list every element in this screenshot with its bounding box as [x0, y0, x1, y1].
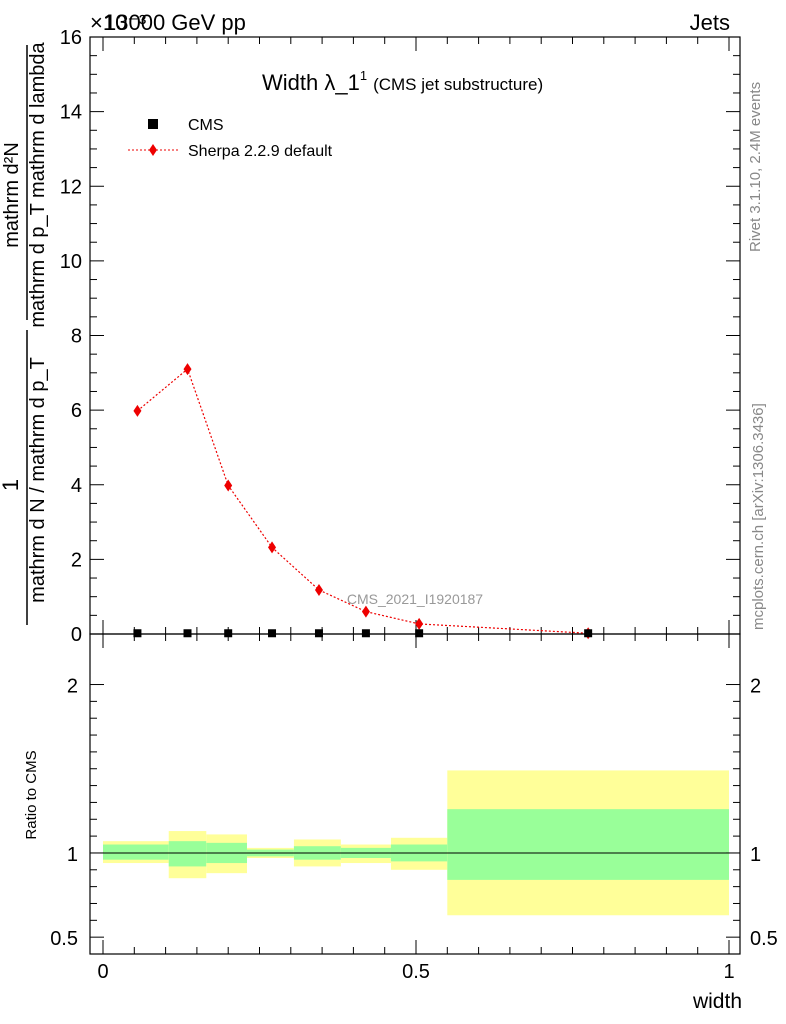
analysis-watermark: CMS_2021_I1920187 [347, 591, 483, 607]
ratio-y-tick-label-right: 0.5 [750, 928, 778, 950]
sherpa-point [224, 479, 233, 492]
sherpa-point [415, 617, 424, 630]
chart-title: Width λ_11 (CMS jet substructure) [262, 68, 543, 95]
sherpa-point [133, 404, 142, 417]
main-y-tick-label: 8 [71, 326, 82, 348]
ylabel-left-den: mathrm d N / mathrm d p_T [27, 357, 49, 603]
cms-point [268, 629, 277, 638]
ylabel-left-num: 1 [0, 479, 23, 491]
ratio-y-tick-label: 1 [67, 844, 78, 866]
sherpa-point [268, 541, 277, 554]
ylabel-denominator: mathrm d p_T mathrm d lambda [27, 41, 49, 327]
legend-cms-label: CMS [188, 117, 224, 134]
ratio-y-tick-label-right: 2 [750, 676, 761, 698]
ratio-y-ticks: 0.5 0.5 1 1 2 2 [50, 676, 778, 951]
chart-title-sub: (CMS jet substructure) [373, 75, 543, 94]
main-y-tick-label: 4 [71, 475, 82, 497]
legend-sherpa-marker [149, 144, 157, 156]
ratio-x-tick-label: 0 [97, 961, 108, 983]
ratio-y-tick-label: 0.5 [50, 928, 78, 950]
x-axis-label: width [692, 990, 742, 1013]
main-y-tick-label: 14 [60, 102, 82, 124]
ratio-inner-band [103, 844, 169, 860]
ratio-x-ticks: 0 0.5 1 [97, 634, 735, 983]
sherpa-point [183, 363, 192, 376]
ratio-x-tick-label: 1 [723, 961, 734, 983]
ratio-y-tick-label: 2 [67, 676, 78, 698]
ratio-inner-band [168, 841, 207, 867]
cms-point [415, 629, 424, 638]
cms-point [224, 629, 233, 638]
main-y-tick-label: 6 [71, 400, 82, 422]
cms-point [584, 629, 593, 638]
sherpa-line [137, 368, 589, 634]
legend-cms-marker [148, 119, 158, 129]
main-x-ticks [102, 37, 730, 634]
main-y-tick-label: 10 [60, 251, 82, 273]
category-label: Jets [690, 10, 730, 35]
main-series [133, 363, 593, 640]
ratio-x-tick-label: 0.5 [402, 961, 430, 983]
sherpa-point [314, 583, 323, 596]
ylabel-numerator: mathrm d²N [1, 142, 23, 248]
mcplots-label: mcplots.cern.ch [arXiv:1306.3436] [750, 403, 767, 630]
chart-title-sup: 1 [360, 68, 367, 83]
main-y-tick-label: 16 [60, 27, 82, 49]
main-y-ticks: 0 2 4 6 8 10 12 14 16 [60, 27, 740, 646]
main-y-axis-label: 1 mathrm d N / mathrm d p_T mathrm d²N m… [0, 41, 49, 625]
rivet-label: Rivet 3.1.10, 2.4M events [747, 82, 764, 252]
main-y-tick-label: 2 [71, 549, 82, 571]
chart-title-main: Width λ_1 [262, 70, 360, 95]
cms-point [361, 629, 370, 638]
ratio-y-tick-label-right: 1 [750, 844, 761, 866]
main-y-tick-label: 0 [71, 624, 82, 646]
ratio-y-label: Ratio to CMS [23, 750, 40, 839]
ratio-inner-band [447, 809, 729, 880]
cms-point [133, 629, 142, 638]
legend-sherpa-label: Sherpa 2.2.9 default [188, 143, 333, 160]
ratio-plot-frame [89, 633, 741, 955]
cms-point [183, 629, 192, 638]
cms-point [314, 629, 323, 638]
energy-label: 13000 GeV pp [104, 10, 246, 35]
main-y-tick-label: 12 [60, 176, 82, 198]
exponent-label: ×10⁻³ [90, 10, 146, 35]
sherpa-point [361, 605, 370, 618]
legend: CMS Sherpa 2.2.9 default [128, 117, 333, 160]
ratio-bands [103, 770, 729, 916]
